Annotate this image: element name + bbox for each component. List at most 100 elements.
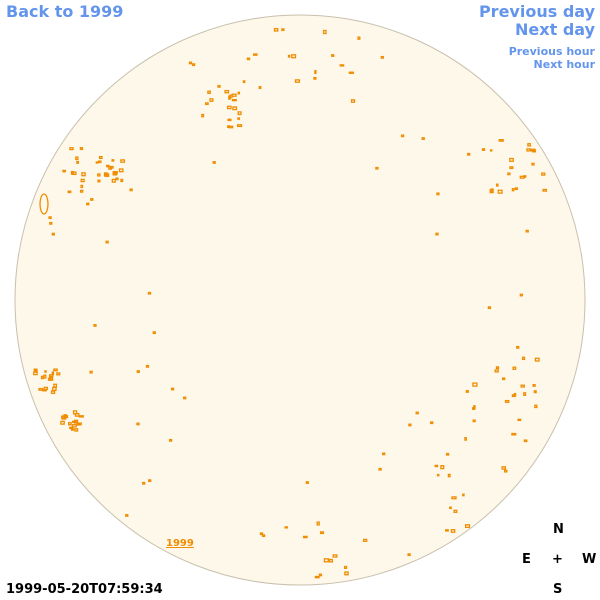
feature [93, 324, 97, 327]
feature [533, 390, 537, 394]
feature [498, 139, 504, 142]
feature [258, 86, 262, 90]
previous-day-link[interactable]: Previous day [478, 2, 595, 21]
feature [408, 423, 412, 427]
feature [242, 80, 246, 84]
feature [302, 535, 308, 539]
feature [80, 178, 85, 183]
timestamp: 1999-05-20T07:59:34 [6, 582, 163, 597]
feature [237, 111, 242, 116]
feature [450, 529, 456, 533]
feature [313, 76, 317, 80]
compass-s: S [553, 582, 563, 597]
feature [430, 421, 434, 425]
feature [42, 389, 47, 392]
feature [115, 177, 119, 181]
feature [80, 184, 84, 189]
feature [75, 156, 79, 161]
feature [40, 375, 44, 380]
feature [523, 439, 528, 443]
feature [71, 424, 77, 428]
feature [472, 419, 476, 423]
feature [76, 422, 82, 426]
feature [421, 137, 425, 140]
feature [329, 558, 334, 563]
back-link[interactable]: Back to 1999 [6, 2, 124, 21]
feature [516, 345, 520, 349]
feature [339, 64, 345, 67]
previous-hour-link[interactable]: Previous hour [508, 45, 595, 58]
feature [79, 147, 84, 151]
feature [226, 105, 232, 110]
feature [501, 377, 506, 381]
feature [348, 71, 354, 74]
feature [209, 98, 214, 102]
feature [228, 125, 234, 129]
feature [344, 571, 349, 576]
feature [523, 175, 527, 178]
feature [106, 164, 110, 168]
feature [490, 188, 494, 193]
feature [48, 216, 52, 220]
feature [472, 407, 476, 410]
feature [519, 293, 523, 297]
feature [39, 193, 49, 215]
feature [53, 368, 58, 372]
feature [445, 529, 449, 532]
feature [400, 134, 405, 138]
feature [183, 396, 187, 400]
feature [511, 394, 516, 398]
compass-n: N [553, 522, 564, 537]
feature [494, 369, 499, 373]
feature [44, 370, 47, 373]
feature [62, 169, 66, 173]
feature [331, 54, 335, 57]
feature [380, 55, 384, 59]
feature [511, 432, 517, 436]
feature [67, 422, 72, 426]
feature [148, 479, 152, 483]
feature [534, 404, 538, 409]
feature [237, 117, 241, 120]
feature [104, 173, 110, 177]
compass-e: E [522, 552, 531, 567]
feature [67, 190, 72, 194]
feature [343, 565, 348, 569]
feature [253, 53, 258, 56]
feature [281, 28, 285, 32]
feature [56, 372, 61, 376]
feature [305, 481, 309, 484]
feature [507, 172, 511, 176]
feature [43, 374, 47, 379]
feature [145, 364, 150, 368]
feature [97, 173, 101, 177]
feature [118, 168, 124, 173]
feature [435, 232, 439, 236]
feature [232, 106, 238, 111]
feature [357, 36, 361, 40]
feature [111, 178, 116, 183]
feature [120, 159, 126, 163]
feature [136, 422, 140, 426]
feature [90, 198, 94, 201]
feature [50, 390, 56, 394]
feature [52, 386, 57, 392]
feature [526, 148, 531, 152]
feature [224, 89, 230, 94]
feature [217, 84, 221, 88]
feature [120, 178, 124, 183]
feature [69, 147, 74, 151]
next-hour-link[interactable]: Next hour [533, 58, 596, 71]
year-label[interactable]: 1999 [166, 538, 194, 549]
feature [207, 90, 211, 94]
feature [407, 553, 411, 557]
feature [509, 166, 514, 170]
feature [487, 306, 492, 310]
feature [378, 467, 382, 471]
features [33, 27, 548, 579]
next-day-link[interactable]: Next day [515, 20, 595, 39]
feature [191, 63, 196, 67]
feature [38, 387, 44, 391]
feature [318, 573, 323, 577]
